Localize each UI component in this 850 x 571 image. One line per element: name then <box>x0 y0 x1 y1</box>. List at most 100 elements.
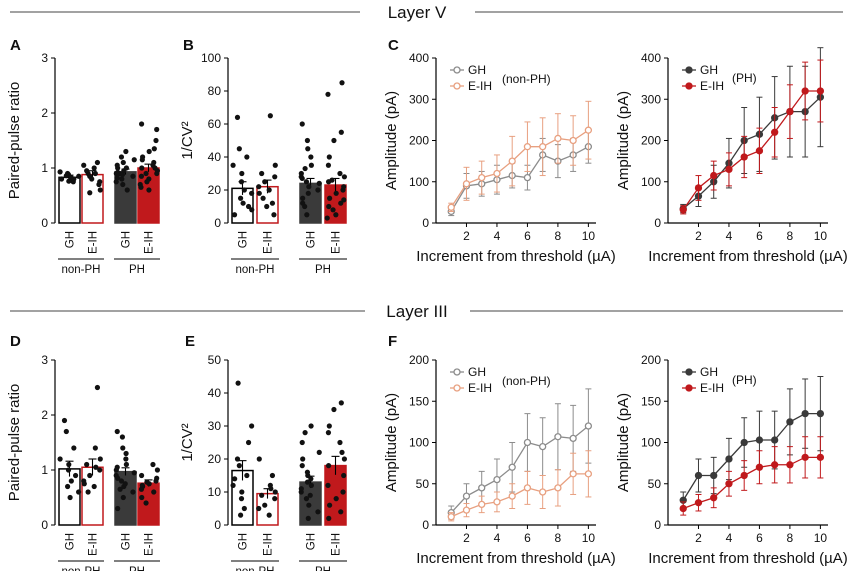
data-point <box>327 195 333 201</box>
data-point <box>256 190 262 196</box>
data-point <box>240 200 246 206</box>
x-tick-label: 6 <box>524 531 531 545</box>
category-label: GH <box>121 231 133 248</box>
data-point <box>272 489 278 495</box>
data-point <box>139 482 145 488</box>
data-point <box>493 169 501 178</box>
y-tick-label: 3 <box>41 353 48 367</box>
data-point <box>308 482 314 488</box>
data-point <box>63 173 69 179</box>
legend-marker <box>453 368 461 376</box>
x-tick-label: 10 <box>582 229 596 243</box>
data-point <box>245 439 252 446</box>
y-tick-label: 0 <box>41 518 48 532</box>
data-point <box>305 515 311 522</box>
legend-label-gh: GH <box>468 365 486 379</box>
data-point <box>771 128 779 136</box>
y-tick-label: 0 <box>214 216 221 230</box>
data-point <box>333 190 339 196</box>
data-point <box>122 481 128 487</box>
data-point <box>493 498 501 506</box>
data-point <box>94 384 101 391</box>
data-point <box>338 129 344 135</box>
y-tick-label: 300 <box>409 92 429 106</box>
data-point <box>462 180 471 188</box>
y-axis-label: 1/CV² <box>179 121 196 159</box>
y-tick-label: 400 <box>641 51 661 65</box>
data-point <box>81 162 87 168</box>
x-tick-label: 4 <box>726 531 733 545</box>
x-tick-label: 6 <box>756 531 763 545</box>
data-point <box>299 463 305 469</box>
data-point <box>130 173 136 179</box>
data-point <box>230 482 236 488</box>
data-point <box>91 165 97 171</box>
legend-title: (PH) <box>732 71 757 85</box>
legend-marker <box>453 384 461 392</box>
category-label: GH <box>65 533 77 550</box>
data-point <box>81 481 87 487</box>
data-point <box>725 165 733 174</box>
x-tick-label: 8 <box>555 229 562 243</box>
data-point <box>119 172 126 178</box>
data-point <box>325 162 332 168</box>
data-point <box>306 184 312 190</box>
legend-title: (non-PH) <box>502 72 551 86</box>
y-tick-label: 0 <box>214 518 221 532</box>
data-point <box>325 430 332 436</box>
y-tick-label: 50 <box>648 477 662 491</box>
bar-chart-d: 0 1 2 3 Paired-pulse ratio GH E-IH GH E-IH non-PH… <box>6 353 161 571</box>
x-tick-label: 6 <box>756 229 763 243</box>
data-point <box>710 171 718 180</box>
panel-letter-a: A <box>10 37 21 54</box>
data-point <box>694 499 703 507</box>
y-tick-label: 50 <box>208 353 222 367</box>
data-point <box>262 502 268 508</box>
data-point <box>478 500 486 509</box>
data-point <box>268 486 274 492</box>
data-point <box>710 494 718 502</box>
data-point <box>304 469 311 475</box>
category-label: GH <box>65 231 77 248</box>
data-point <box>232 476 238 482</box>
x-tick-label: 8 <box>787 531 794 545</box>
series-line <box>450 146 589 212</box>
data-point <box>340 489 346 495</box>
data-point <box>267 113 273 119</box>
legend: GH E-IH (non-PH) <box>450 63 551 93</box>
data-point <box>338 400 344 406</box>
data-point <box>298 170 304 177</box>
data-point <box>462 506 471 514</box>
y-axis-label: Amplitude (pA) <box>383 91 400 190</box>
data-point <box>305 190 311 196</box>
group-label-ph: PH <box>315 566 331 571</box>
y-tick-label: 400 <box>409 51 429 65</box>
y-axis-label: Amplitude (pA) <box>615 393 632 492</box>
data-point <box>256 456 262 462</box>
panel-letter-e: E <box>185 333 195 350</box>
data-point <box>271 212 277 218</box>
data-point <box>143 500 149 506</box>
data-point <box>65 467 72 473</box>
data-point <box>523 438 532 447</box>
data-point <box>144 479 150 485</box>
category-label: GH <box>238 231 250 248</box>
series-line <box>450 473 589 518</box>
legend-marker <box>685 384 693 392</box>
data-point <box>153 137 159 144</box>
series-line <box>450 129 589 208</box>
data-point <box>118 478 125 484</box>
y-tick-label: 0 <box>654 518 661 532</box>
legend-label-e-ih: E-IH <box>700 381 724 395</box>
data-point <box>304 212 310 218</box>
data-point <box>151 489 157 495</box>
legend-label-gh: GH <box>468 63 486 77</box>
data-point <box>239 170 245 177</box>
data-point <box>338 509 344 515</box>
data-point <box>92 170 98 177</box>
data-point <box>234 456 241 462</box>
series-gh <box>679 376 825 509</box>
data-point <box>325 482 331 488</box>
data-point <box>234 114 241 120</box>
data-point <box>740 471 748 480</box>
